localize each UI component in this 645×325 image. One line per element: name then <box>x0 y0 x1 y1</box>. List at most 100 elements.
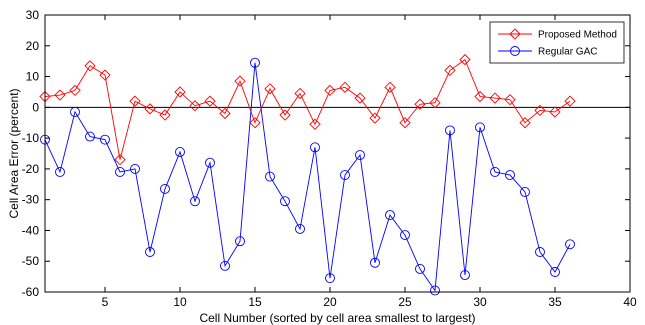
data-point-proposed-method <box>294 87 306 100</box>
data-point-regular-gac <box>115 167 125 177</box>
data-point-regular-gac <box>445 125 455 136</box>
x-axis-label: Cell Number (sorted by cell area smalles… <box>199 311 475 325</box>
data-point-proposed-method <box>384 81 396 93</box>
data-point-proposed-method <box>399 117 411 129</box>
data-point-regular-gac <box>295 223 305 234</box>
x-tick-label: 40 <box>623 295 637 309</box>
data-point-proposed-method <box>489 92 501 104</box>
data-point-regular-gac <box>340 170 350 180</box>
data-point-proposed-method <box>474 90 486 103</box>
data-point-regular-gac <box>310 142 320 153</box>
y-tick-label: -60 <box>22 285 40 299</box>
x-tick-label: 35 <box>548 295 562 309</box>
data-point-regular-gac <box>190 196 200 207</box>
y-axis-label: Cell Area Error (percent) <box>7 88 21 218</box>
data-point-regular-gac <box>205 157 215 168</box>
data-point-proposed-method <box>414 98 426 110</box>
y-tick-label: -10 <box>22 131 40 145</box>
data-point-regular-gac <box>355 150 365 160</box>
data-point-proposed-method <box>144 103 156 115</box>
data-point-proposed-method <box>324 84 336 97</box>
y-tick-label: 0 <box>32 100 39 114</box>
y-tick-label: -40 <box>22 223 40 237</box>
x-tick-label: 30 <box>473 295 487 309</box>
x-tick-label: 25 <box>398 295 412 309</box>
x-tick-label: 20 <box>323 295 337 309</box>
series-line-proposed-method <box>44 58 571 160</box>
data-point-regular-gac <box>145 247 155 257</box>
data-point-proposed-method <box>429 97 441 109</box>
series <box>39 53 576 296</box>
data-point-proposed-method <box>264 83 276 95</box>
data-point-proposed-method <box>219 107 231 120</box>
data-point-proposed-method <box>444 64 456 77</box>
data-point-proposed-method <box>174 86 186 98</box>
data-point-regular-gac <box>535 247 545 257</box>
y-tick-label: -50 <box>22 254 40 268</box>
data-point-regular-gac <box>520 187 530 197</box>
data-point-proposed-method <box>84 60 96 72</box>
ticks: -60 -50 -40 -30 -20 -10 0 10 20 30 5 10 15 20 25 30 35 40 <box>22 8 637 309</box>
data-point-regular-gac <box>400 230 410 241</box>
data-point-regular-gac <box>460 270 470 281</box>
plot-frame <box>44 14 631 293</box>
data-point-regular-gac <box>55 167 65 177</box>
data-point-proposed-method <box>339 81 351 93</box>
series-proposed-method <box>39 53 576 166</box>
data-point-proposed-method <box>309 118 321 130</box>
data-point-proposed-method <box>54 89 66 101</box>
legend-label-proposed-method: Proposed Method <box>538 30 617 41</box>
data-point-regular-gac <box>370 257 380 268</box>
data-point-proposed-method <box>504 94 516 106</box>
data-point-regular-gac <box>220 260 230 271</box>
legend-marker-regular-gac <box>510 46 520 56</box>
data-point-regular-gac <box>505 170 515 180</box>
data-point-regular-gac <box>235 236 245 247</box>
y-tick-label: 20 <box>26 39 40 53</box>
data-point-regular-gac <box>430 285 440 296</box>
series-line-regular-gac <box>44 62 571 292</box>
data-point-proposed-method <box>69 84 81 97</box>
data-point-proposed-method <box>234 75 246 87</box>
data-point-regular-gac <box>490 167 500 177</box>
data-point-proposed-method <box>159 109 171 121</box>
data-point-regular-gac <box>160 183 170 194</box>
y-tick-label: -20 <box>22 162 40 176</box>
data-point-regular-gac <box>265 171 275 182</box>
y-tick-label: 10 <box>26 70 40 84</box>
data-point-regular-gac <box>550 267 560 277</box>
data-point-proposed-method <box>534 104 546 117</box>
legend: Proposed Method Regular GAC <box>489 21 625 64</box>
data-point-proposed-method <box>114 154 126 166</box>
data-point-regular-gac <box>565 239 575 250</box>
data-point-proposed-method <box>549 106 561 118</box>
x-tick-label: 15 <box>248 295 262 309</box>
data-point-proposed-method <box>519 117 531 129</box>
legend-box <box>489 21 625 64</box>
data-point-proposed-method <box>249 117 261 129</box>
legend-label-regular-gac: Regular GAC <box>538 47 597 58</box>
data-point-proposed-method <box>99 69 111 81</box>
data-point-regular-gac <box>250 57 260 68</box>
data-point-regular-gac <box>85 131 95 142</box>
data-point-regular-gac <box>100 134 110 145</box>
y-tick-label: 30 <box>26 8 40 22</box>
data-point-proposed-method <box>564 95 576 107</box>
x-tick-label: 10 <box>173 295 187 309</box>
data-point-regular-gac <box>385 210 395 221</box>
data-point-regular-gac <box>475 122 485 133</box>
legend-marker-proposed-method <box>509 28 521 40</box>
data-point-regular-gac <box>280 196 290 207</box>
data-point-regular-gac <box>130 163 140 174</box>
data-point-proposed-method <box>279 109 291 121</box>
data-point-proposed-method <box>354 92 366 104</box>
series-regular-gac <box>40 57 575 296</box>
data-point-regular-gac <box>415 263 425 274</box>
data-point-proposed-method <box>129 95 141 107</box>
data-point-proposed-method <box>204 95 216 107</box>
x-tick-label: 5 <box>102 295 109 309</box>
y-tick-label: -30 <box>22 193 40 207</box>
data-point-proposed-method <box>369 112 381 124</box>
data-point-proposed-method <box>189 100 201 112</box>
